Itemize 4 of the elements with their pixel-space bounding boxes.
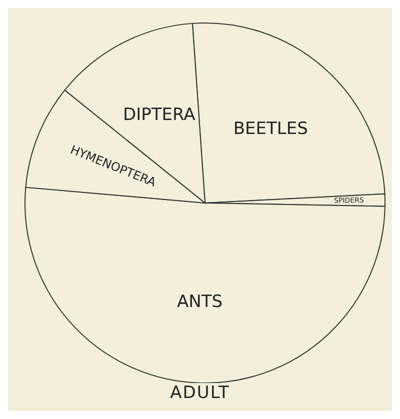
- text: ADULT: [169, 383, 231, 403]
- slice-label: BEETLES: [233, 118, 308, 139]
- slice-label: DIPTERA: [123, 105, 196, 126]
- slice-label: ANTS: [177, 292, 223, 312]
